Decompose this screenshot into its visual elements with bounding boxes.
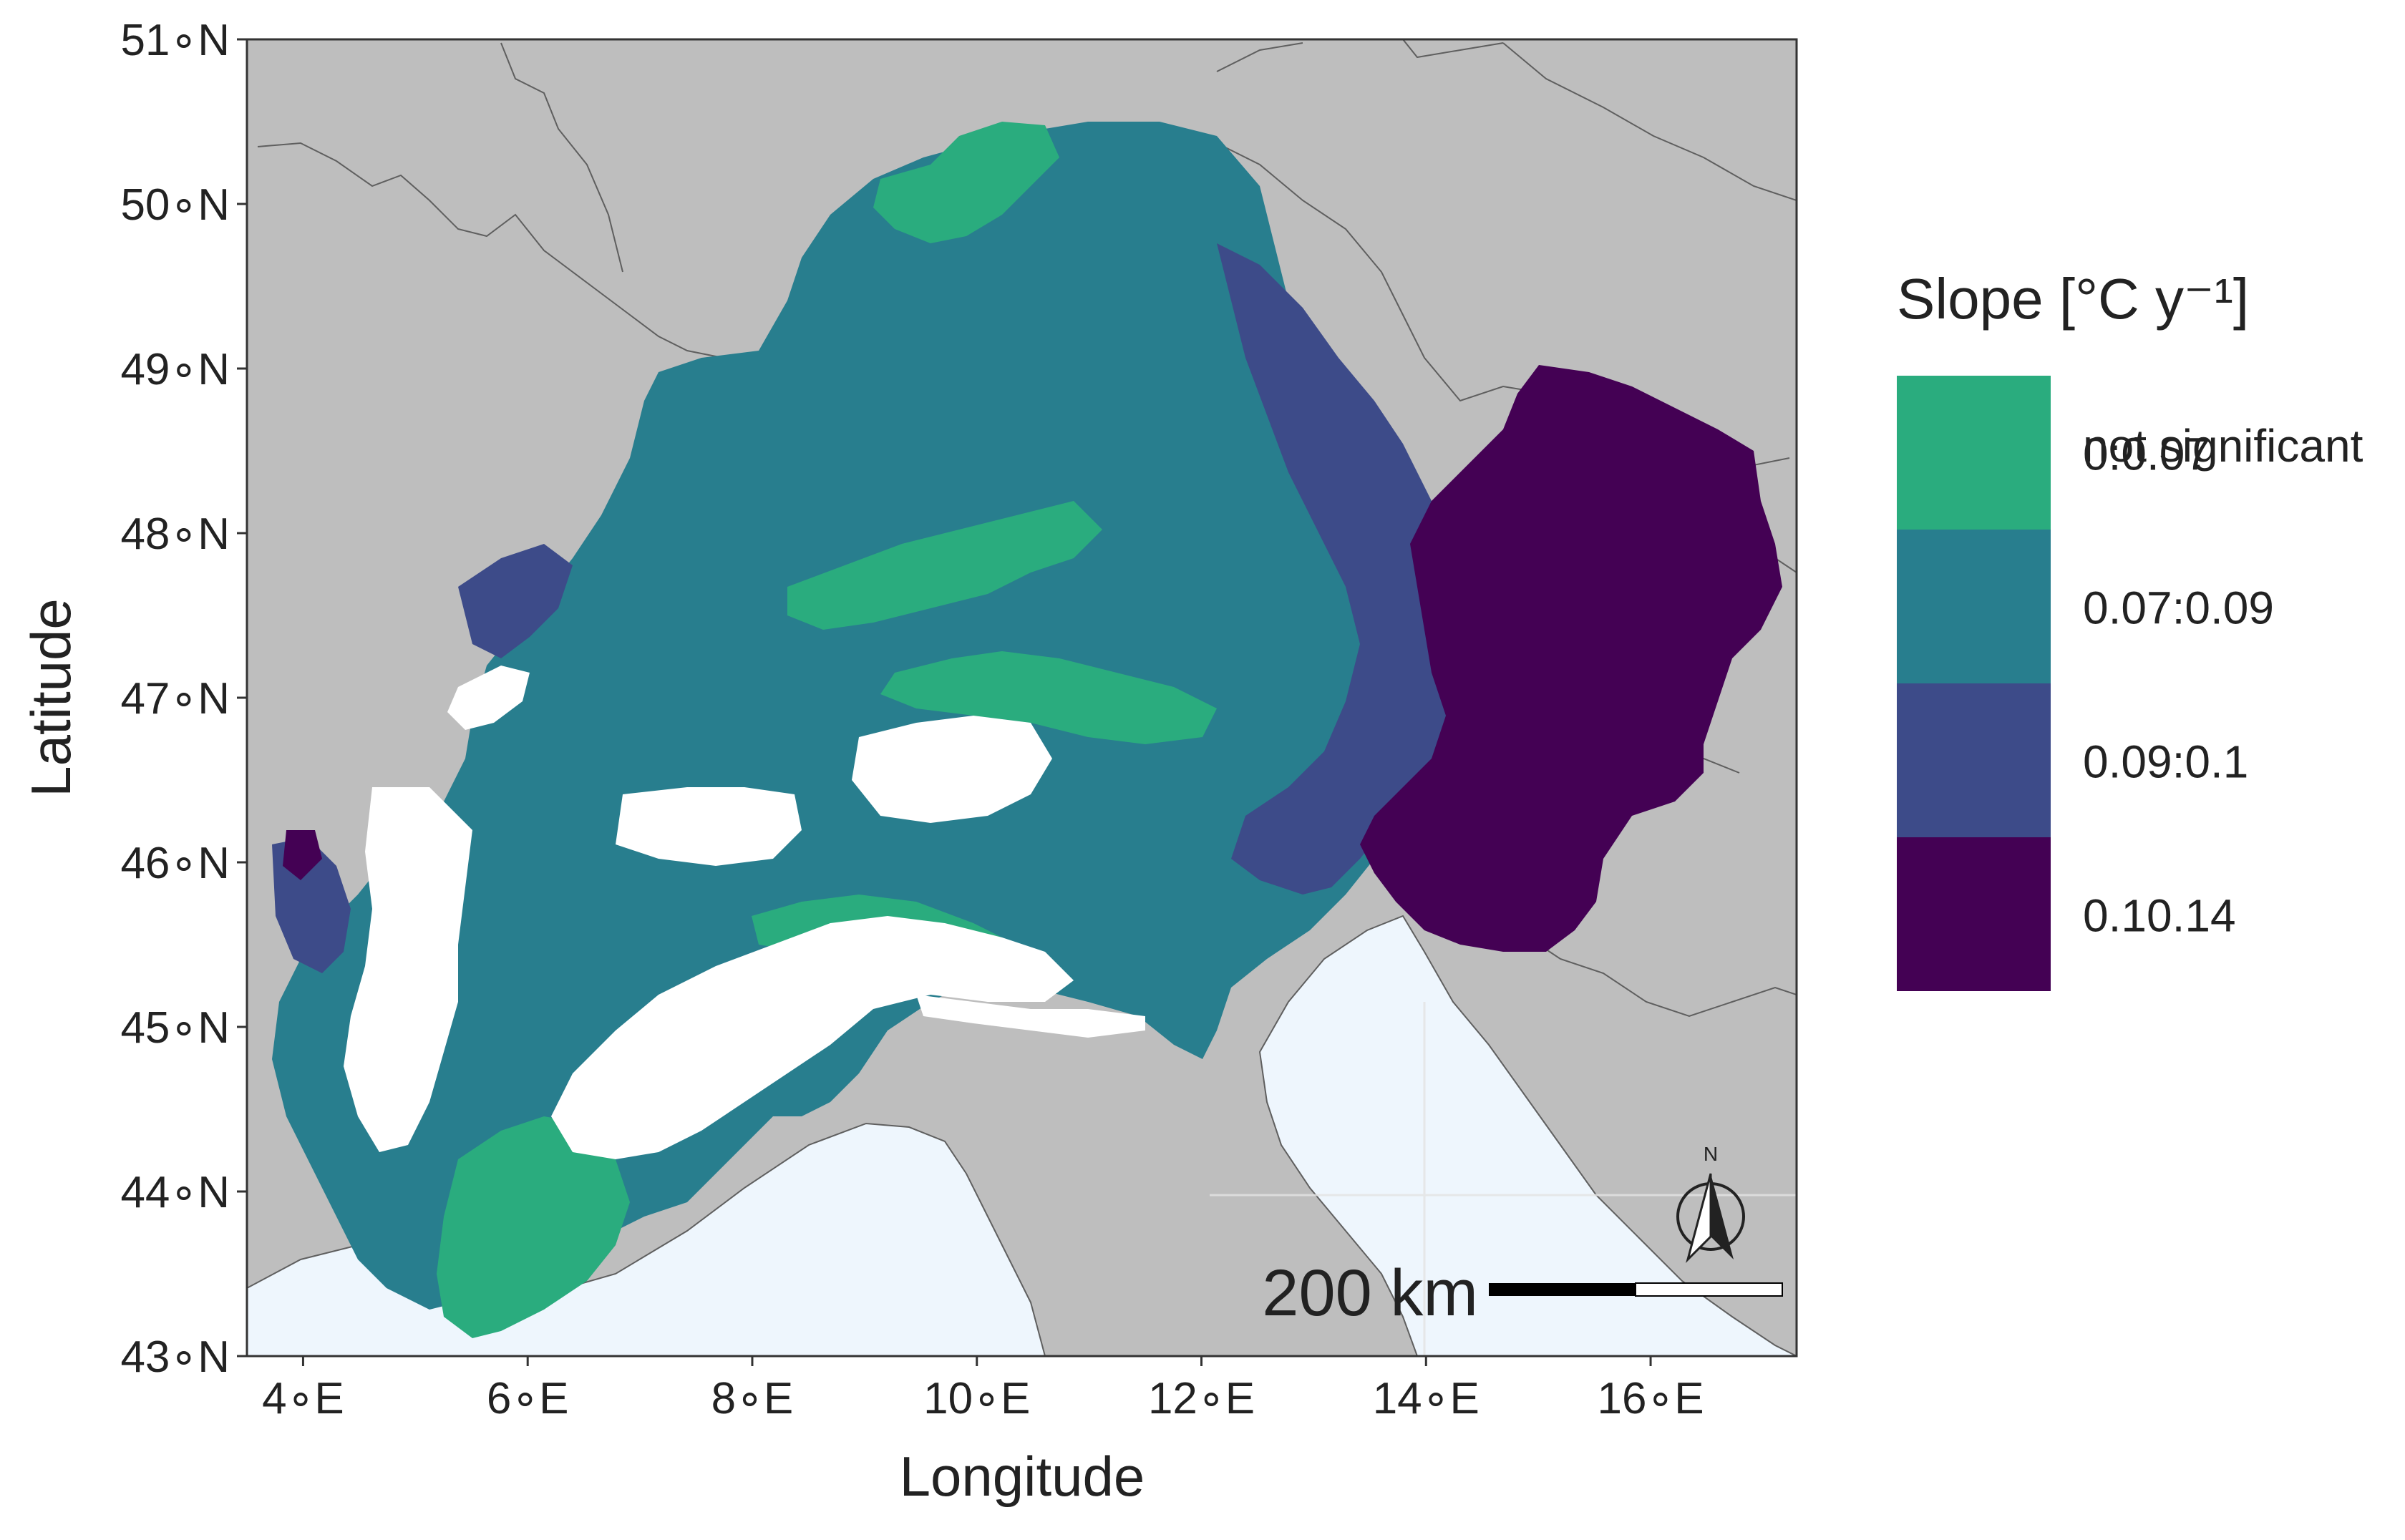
x-tick-label: 8∘E xyxy=(711,1374,794,1423)
region-slope-0.10-0.14-west xyxy=(283,830,322,880)
map-panel xyxy=(246,38,1798,1358)
legend-title: Slope [°C y⁻¹] xyxy=(1897,267,2249,331)
region-slope-0-0.07-central xyxy=(787,501,1102,630)
x-tick-label: 12∘E xyxy=(1148,1374,1255,1423)
scale-bar-light-segment xyxy=(1635,1282,1783,1297)
region-slope-0-0.07-north xyxy=(873,122,1059,243)
y-tick-label: 46∘N xyxy=(120,839,230,888)
scale-bar-label: 200 km xyxy=(1262,1257,1478,1330)
legend-key xyxy=(1897,837,2051,991)
region-slope-0-0.07-south xyxy=(437,1116,630,1338)
region-not-significant-jura xyxy=(447,666,530,730)
north-arrow: N xyxy=(1676,1143,1745,1264)
region-not-significant-apennine xyxy=(551,916,1074,1159)
x-tick-label: 6∘E xyxy=(487,1374,569,1423)
region-slope-0.09-0.1 xyxy=(1217,243,1489,895)
y-tick-label: 51∘N xyxy=(120,16,230,65)
y-axis-ticks: 43∘N 44∘N 45∘N 46∘N 47∘N 48∘N 49∘N 50∘N 51∘N xyxy=(120,16,247,1382)
x-tick-label: 14∘E xyxy=(1373,1374,1480,1423)
x-axis-ticks: 4∘E 6∘E 8∘E 10∘E 12∘E 14∘E 16∘E xyxy=(262,1356,1704,1423)
sea-adriatic xyxy=(1258,915,1797,1356)
y-tick-label: 44∘N xyxy=(120,1168,230,1217)
region-not-significant-central-alps xyxy=(852,716,1052,823)
region-slope-0.09-0.1-west xyxy=(458,544,573,658)
region-slope-0.07-0.09 xyxy=(272,122,1474,1310)
legend-label: not significant xyxy=(2083,420,2363,472)
region-not-significant-west-alps xyxy=(616,787,802,866)
y-tick-label: 49∘N xyxy=(120,345,230,394)
gridlines xyxy=(1210,1002,1797,1356)
x-axis-title: Longitude xyxy=(900,1445,1145,1508)
y-tick-label: 45∘N xyxy=(120,1003,230,1053)
y-tick-label: 43∘N xyxy=(120,1332,230,1382)
x-tick-label: 4∘E xyxy=(262,1374,344,1423)
scale-bar-dark-segment xyxy=(1489,1283,1636,1296)
slope-raster xyxy=(272,122,1782,1338)
legend-key xyxy=(1897,376,2051,530)
y-axis-title: Latitude xyxy=(19,598,82,797)
north-arrow-label: N xyxy=(1704,1143,1718,1165)
x-tick-label: 10∘E xyxy=(923,1374,1030,1423)
legend-label: 0:0.07 xyxy=(2083,429,2210,480)
y-tick-label: 50∘N xyxy=(120,180,230,230)
legend-key xyxy=(1897,530,2051,683)
north-arrow-right-half xyxy=(1711,1174,1734,1259)
y-tick-label: 47∘N xyxy=(120,674,230,723)
x-tick-label: 16∘E xyxy=(1597,1374,1704,1423)
region-slope-0.10-0.14 xyxy=(1360,365,1782,952)
region-not-significant-southwest xyxy=(344,787,472,1152)
region-slope-0-0.07-alps xyxy=(880,651,1217,744)
legend-key xyxy=(1897,683,2051,837)
legend-label: 0.09:0.1 xyxy=(2083,736,2248,788)
legend-label: 0.07:0.09 xyxy=(2083,583,2274,634)
scale-bar: 200 km xyxy=(1262,1257,1783,1330)
region-not-significant-ligurian xyxy=(916,995,1145,1038)
legend-label: 0.10.14 xyxy=(2083,890,2236,942)
y-tick-label: 48∘N xyxy=(120,510,230,559)
